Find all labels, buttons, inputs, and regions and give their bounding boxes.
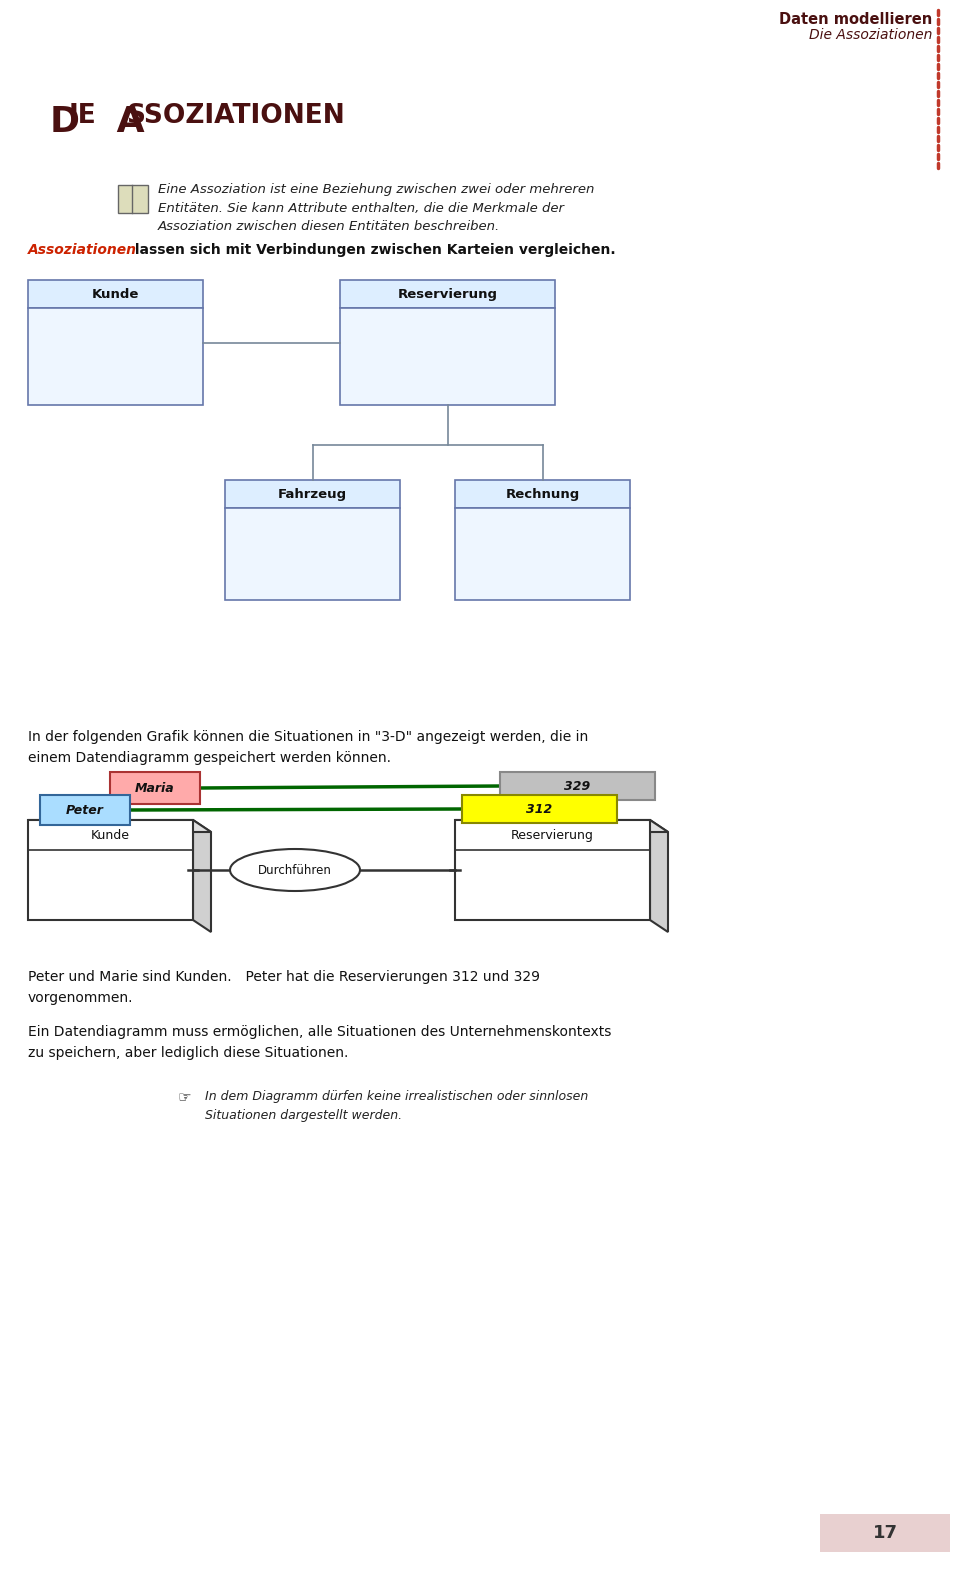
FancyBboxPatch shape xyxy=(110,771,200,804)
Text: Reservierung: Reservierung xyxy=(397,287,497,300)
Text: Peter: Peter xyxy=(66,803,104,817)
Polygon shape xyxy=(28,820,211,833)
FancyBboxPatch shape xyxy=(455,481,630,507)
Text: ☞: ☞ xyxy=(178,1090,192,1104)
FancyBboxPatch shape xyxy=(340,308,555,405)
Text: Maria: Maria xyxy=(135,781,175,795)
Polygon shape xyxy=(28,820,193,921)
FancyBboxPatch shape xyxy=(40,795,130,825)
Text: Eine Assoziation ist eine Beziehung zwischen zwei oder mehreren
Entitäten. Sie k: Eine Assoziation ist eine Beziehung zwis… xyxy=(158,182,594,233)
Text: Assoziationen: Assoziationen xyxy=(28,244,137,258)
Polygon shape xyxy=(455,820,668,833)
Polygon shape xyxy=(193,820,211,932)
Text: In dem Diagramm dürfen keine irrealistischen oder sinnlosen
Situationen dargeste: In dem Diagramm dürfen keine irrealistis… xyxy=(205,1090,588,1122)
Text: Kunde: Kunde xyxy=(91,828,130,842)
Text: 17: 17 xyxy=(873,1524,898,1543)
Text: Die Assoziationen: Die Assoziationen xyxy=(808,28,932,42)
Text: Kunde: Kunde xyxy=(92,287,139,300)
Text: IE: IE xyxy=(69,104,97,129)
Text: In der folgenden Grafik können die Situationen in "3-D" angezeigt werden, die in: In der folgenden Grafik können die Situa… xyxy=(28,731,588,765)
Ellipse shape xyxy=(230,848,360,891)
FancyBboxPatch shape xyxy=(118,185,148,214)
FancyBboxPatch shape xyxy=(500,771,655,800)
Text: Rechnung: Rechnung xyxy=(505,487,580,501)
FancyBboxPatch shape xyxy=(340,280,555,308)
FancyBboxPatch shape xyxy=(462,795,617,823)
FancyBboxPatch shape xyxy=(28,280,203,308)
Text: 329: 329 xyxy=(564,779,590,792)
Text: SSOZIATIONEN: SSOZIATIONEN xyxy=(126,104,345,129)
Text: Daten modellieren: Daten modellieren xyxy=(779,13,932,27)
FancyBboxPatch shape xyxy=(225,481,400,507)
FancyBboxPatch shape xyxy=(28,308,203,405)
Text: Reservierung: Reservierung xyxy=(511,828,594,842)
Text: Fahrzeug: Fahrzeug xyxy=(278,487,348,501)
Text: Durchführen: Durchführen xyxy=(258,864,332,877)
Text: Peter und Marie sind Kunden. Peter hat die Reservierungen 312 und 329
vorgenomme: Peter und Marie sind Kunden. Peter hat d… xyxy=(28,969,540,1004)
Text: A: A xyxy=(104,105,145,138)
Text: lassen sich mit Verbindungen zwischen Karteien vergleichen.: lassen sich mit Verbindungen zwischen Ka… xyxy=(130,244,615,258)
Text: 312: 312 xyxy=(526,803,553,815)
Text: Ein Datendiagramm muss ermöglichen, alle Situationen des Unternehmenskontexts
zu: Ein Datendiagramm muss ermöglichen, alle… xyxy=(28,1024,612,1059)
FancyBboxPatch shape xyxy=(225,507,400,600)
FancyBboxPatch shape xyxy=(820,1514,950,1552)
Text: D: D xyxy=(50,105,80,138)
Polygon shape xyxy=(455,820,650,921)
FancyBboxPatch shape xyxy=(455,507,630,600)
Polygon shape xyxy=(650,820,668,932)
